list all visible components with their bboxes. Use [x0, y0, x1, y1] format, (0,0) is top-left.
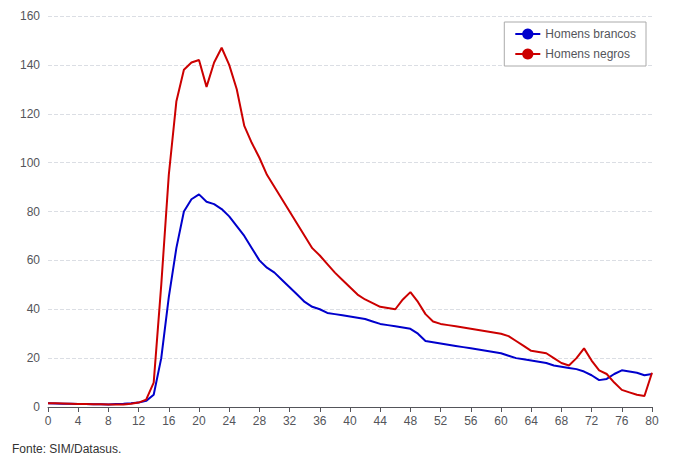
svg-text:60: 60	[494, 414, 508, 428]
svg-text:20: 20	[192, 414, 206, 428]
svg-text:68: 68	[555, 414, 569, 428]
svg-text:32: 32	[283, 414, 297, 428]
svg-text:64: 64	[525, 414, 539, 428]
svg-text:120: 120	[20, 107, 40, 121]
svg-text:80: 80	[645, 414, 659, 428]
svg-text:8: 8	[105, 414, 112, 428]
svg-text:40: 40	[343, 414, 357, 428]
svg-text:60: 60	[27, 253, 41, 267]
svg-text:28: 28	[253, 414, 267, 428]
svg-text:Homens negros: Homens negros	[545, 47, 630, 61]
svg-text:4: 4	[75, 414, 82, 428]
svg-text:56: 56	[464, 414, 478, 428]
svg-text:12: 12	[132, 414, 146, 428]
svg-text:76: 76	[615, 414, 629, 428]
svg-text:72: 72	[585, 414, 599, 428]
svg-text:Homens brancos: Homens brancos	[545, 27, 636, 41]
svg-text:Fonte: SIM/Datasus.: Fonte: SIM/Datasus.	[12, 442, 121, 456]
svg-text:100: 100	[20, 156, 40, 170]
svg-text:0: 0	[33, 400, 40, 414]
svg-text:44: 44	[374, 414, 388, 428]
svg-text:24: 24	[223, 414, 237, 428]
svg-text:160: 160	[20, 9, 40, 23]
svg-text:36: 36	[313, 414, 327, 428]
svg-text:48: 48	[404, 414, 418, 428]
svg-text:16: 16	[162, 414, 176, 428]
svg-text:40: 40	[27, 302, 41, 316]
svg-text:140: 140	[20, 58, 40, 72]
svg-text:52: 52	[434, 414, 448, 428]
svg-text:0: 0	[45, 414, 52, 428]
svg-text:80: 80	[27, 205, 41, 219]
svg-text:20: 20	[27, 351, 41, 365]
